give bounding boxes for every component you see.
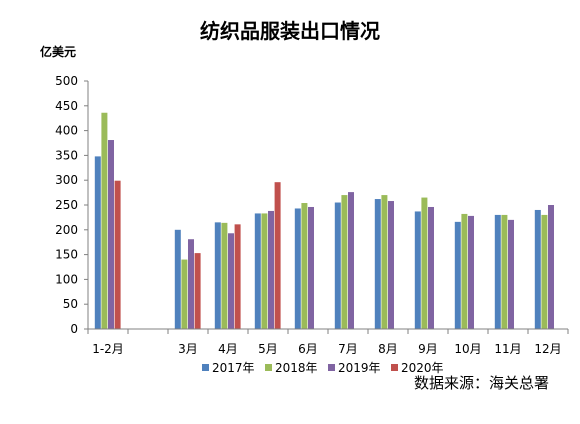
x-tick-label: 10月 <box>454 342 481 356</box>
legend-label: 2020年 <box>401 361 444 375</box>
y-tick-label: 100 <box>55 272 78 286</box>
bar-2017年 <box>494 214 501 329</box>
bar-2017年 <box>214 222 221 329</box>
bar-2019年 <box>548 205 554 329</box>
bar-2020年 <box>234 224 241 329</box>
legend-label: 2019年 <box>338 361 381 375</box>
x-tick-label: 3月 <box>178 342 198 356</box>
y-tick-label: 150 <box>55 248 78 262</box>
bar-2017年 <box>374 199 381 329</box>
bar-2018年 <box>461 213 468 329</box>
y-tick-label: 50 <box>63 297 78 311</box>
x-tick-label: 8月 <box>378 342 398 356</box>
y-tick-label: 450 <box>55 99 78 113</box>
bar-2017年 <box>334 202 341 329</box>
x-tick-label: 11月 <box>494 342 521 356</box>
bar-2020年 <box>114 180 121 329</box>
bar-2018年 <box>421 197 428 329</box>
bar-2018年 <box>101 112 108 329</box>
bar-2017年 <box>454 221 461 329</box>
bar-2017年 <box>534 209 541 329</box>
y-tick-label: 300 <box>55 173 78 187</box>
legend: 2017年 2018年 2019年 2020年 <box>202 361 444 375</box>
y-axis-unit-label: 亿美元 <box>40 44 76 59</box>
bar-2017年 <box>294 208 301 329</box>
chart-title: 纺织品服装出口情况 <box>200 19 380 43</box>
x-tick-label: 9月 <box>418 342 438 356</box>
legend-swatch <box>202 364 209 371</box>
bar-2017年 <box>94 156 101 329</box>
x-tick-label: 12月 <box>534 342 561 356</box>
legend-swatch <box>391 364 398 371</box>
x-tick-label: 1-2月 <box>92 342 124 356</box>
x-tick-label: 7月 <box>338 342 358 356</box>
bar-2018年 <box>181 259 188 329</box>
y-tick-label: 250 <box>55 198 78 212</box>
legend-swatch <box>328 364 335 371</box>
y-tick-label: 400 <box>55 124 78 138</box>
x-tick-label: 4月 <box>218 342 238 356</box>
bar-2017年 <box>254 213 261 329</box>
bar-2019年 <box>228 233 234 329</box>
bar-2019年 <box>428 206 434 329</box>
bar-2018年 <box>261 213 268 329</box>
bar-2020年 <box>194 253 201 329</box>
y-tick-label: 0 <box>70 322 78 336</box>
bar-2018年 <box>341 195 348 329</box>
bar-2017年 <box>174 229 181 329</box>
y-tick-label: 200 <box>55 223 78 237</box>
x-tick-label: 5月 <box>258 342 278 356</box>
bar-2019年 <box>508 219 514 329</box>
bar-2019年 <box>268 210 274 329</box>
y-tick-label: 500 <box>55 74 78 88</box>
bar-2019年 <box>188 239 194 329</box>
bar-2018年 <box>301 203 308 329</box>
plot-area <box>94 112 554 329</box>
x-axis: 1-2月 3月 4月 5月 6月 7月 8月 9月 10月 11月 12月 <box>87 328 569 356</box>
legend-label: 2017年 <box>212 361 255 375</box>
bar-2018年 <box>541 214 548 329</box>
bar-2020年 <box>274 182 281 329</box>
bar-2019年 <box>348 192 354 329</box>
bar-2019年 <box>388 201 394 329</box>
bar-2018年 <box>501 214 508 329</box>
source-note: 数据来源：海关总署 <box>414 374 549 392</box>
legend-swatch <box>265 364 272 371</box>
bar-2019年 <box>308 206 314 329</box>
bar-2019年 <box>108 140 114 329</box>
bar-2017年 <box>414 211 421 329</box>
y-axis: 0 50 100 150 200 250 300 350 400 450 500 <box>55 74 89 336</box>
y-tick-label: 350 <box>55 148 78 162</box>
x-tick-label: 6月 <box>298 342 318 356</box>
bar-2018年 <box>221 222 228 329</box>
legend-label: 2018年 <box>275 361 318 375</box>
bar-2019年 <box>468 215 474 329</box>
bar-2018年 <box>381 195 388 329</box>
